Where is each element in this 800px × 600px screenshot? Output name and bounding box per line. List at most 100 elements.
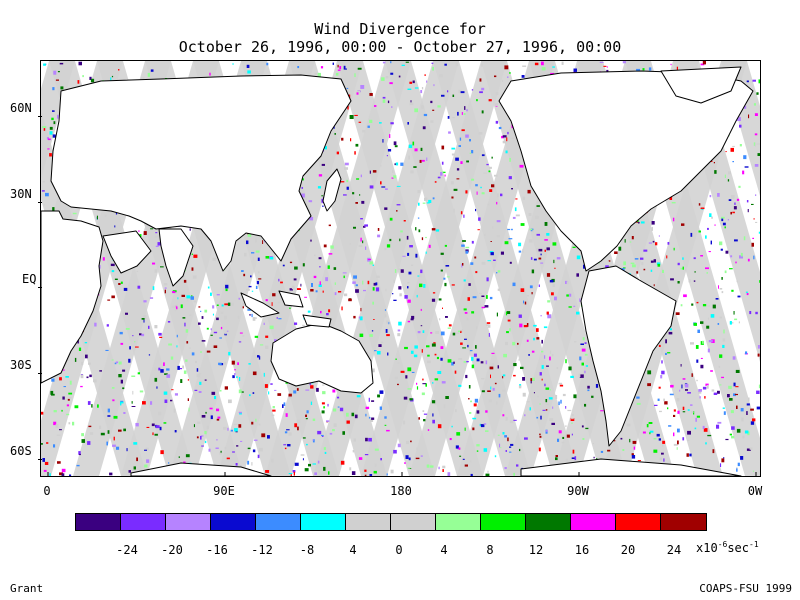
speckle-dot <box>367 280 370 285</box>
speckle-dot <box>293 471 295 476</box>
speckle-dot <box>663 398 665 402</box>
color-swatch <box>211 514 256 530</box>
speckle-dot <box>399 293 402 297</box>
speckle-dot <box>732 356 736 360</box>
speckle-dot <box>520 288 525 292</box>
speckle-dot <box>664 401 668 405</box>
speckle-dot <box>709 195 712 198</box>
speckle-dot <box>141 318 145 320</box>
speckle-dot <box>389 134 391 138</box>
speckle-dot <box>255 285 258 289</box>
speckle-dot <box>332 62 334 65</box>
speckle-dot <box>168 462 170 464</box>
speckle-dot <box>297 288 301 290</box>
speckle-dot <box>59 62 64 65</box>
speckle-dot <box>687 430 691 435</box>
speckle-dot <box>372 301 374 305</box>
speckle-dot <box>603 65 607 67</box>
speckle-dot <box>430 120 434 123</box>
speckle-dot <box>152 432 154 436</box>
speckle-dot <box>235 431 238 433</box>
speckle-dot <box>318 174 323 177</box>
speckle-dot <box>176 345 178 348</box>
speckle-dot <box>212 257 217 261</box>
speckle-dot <box>653 259 656 263</box>
lon-label-0w: 0W <box>747 484 763 498</box>
speckle-dot <box>752 470 755 472</box>
speckle-dot <box>174 430 177 433</box>
speckle-dot <box>722 338 726 342</box>
speckle-dot <box>751 203 754 205</box>
speckle-dot <box>700 364 704 369</box>
speckle-dot <box>471 150 474 154</box>
speckle-dot <box>144 449 147 451</box>
speckle-dot <box>707 348 710 353</box>
speckle-dot <box>573 394 577 399</box>
speckle-dot <box>224 361 227 365</box>
speckle-dot <box>322 384 325 386</box>
speckle-dot <box>422 378 424 381</box>
speckle-dot <box>100 432 105 436</box>
speckle-dot <box>419 159 422 163</box>
speckle-dot <box>118 283 121 285</box>
speckle-dot <box>290 474 292 476</box>
speckle-dot <box>445 396 449 399</box>
speckle-dot <box>136 457 138 462</box>
speckle-dot <box>440 252 444 255</box>
source-credit: COAPS-FSU 1999 <box>699 582 792 595</box>
speckle-dot <box>700 63 705 66</box>
speckle-dot <box>122 387 125 390</box>
speckle-dot <box>422 410 425 412</box>
speckle-dot <box>652 240 655 243</box>
speckle-dot <box>247 234 252 237</box>
speckle-dot <box>496 312 498 317</box>
speckle-dot <box>61 473 65 476</box>
speckle-dot <box>419 283 423 288</box>
speckle-dot <box>509 420 514 424</box>
speckle-dot <box>751 242 754 247</box>
speckle-dot <box>636 396 640 399</box>
speckle-dot <box>431 400 436 404</box>
speckle-dot <box>455 332 459 334</box>
speckle-dot <box>159 426 162 431</box>
speckle-dot <box>321 163 325 166</box>
speckle-dot <box>425 236 427 239</box>
speckle-dot <box>733 311 735 315</box>
speckle-dot <box>541 339 543 344</box>
speckle-dot <box>280 281 283 284</box>
speckle-dot <box>394 145 398 148</box>
speckle-dot <box>483 448 488 452</box>
speckle-dot <box>462 240 466 242</box>
speckle-dot <box>148 325 150 329</box>
speckle-dot <box>220 311 224 314</box>
speckle-dot <box>694 271 696 273</box>
speckle-dot <box>453 208 455 213</box>
speckle-dot <box>377 228 380 231</box>
speckle-dot <box>682 411 686 413</box>
speckle-dot <box>576 255 581 260</box>
speckle-dot <box>665 352 667 355</box>
speckle-dot <box>752 415 754 417</box>
speckle-dot <box>739 255 743 259</box>
speckle-dot <box>301 193 305 198</box>
speckle-dot <box>118 374 122 378</box>
speckle-dot <box>400 162 404 166</box>
speckle-dot <box>700 207 705 210</box>
speckle-dot <box>356 395 361 398</box>
speckle-dot <box>166 368 170 371</box>
speckle-dot <box>186 295 191 299</box>
swath-band <box>361 61 507 476</box>
speckle-dot <box>543 326 548 329</box>
speckle-dot <box>474 398 479 403</box>
speckle-dot <box>708 251 711 253</box>
speckle-dot <box>469 152 471 154</box>
speckle-dot <box>434 378 439 381</box>
speckle-dot <box>475 271 478 274</box>
speckle-dot <box>656 262 661 266</box>
speckle-dot <box>546 273 551 277</box>
speckle-dot <box>301 178 304 181</box>
speckle-dot <box>232 63 234 65</box>
speckle-dot <box>277 301 281 304</box>
speckle-dot <box>513 472 515 476</box>
speckle-dot <box>544 222 548 226</box>
